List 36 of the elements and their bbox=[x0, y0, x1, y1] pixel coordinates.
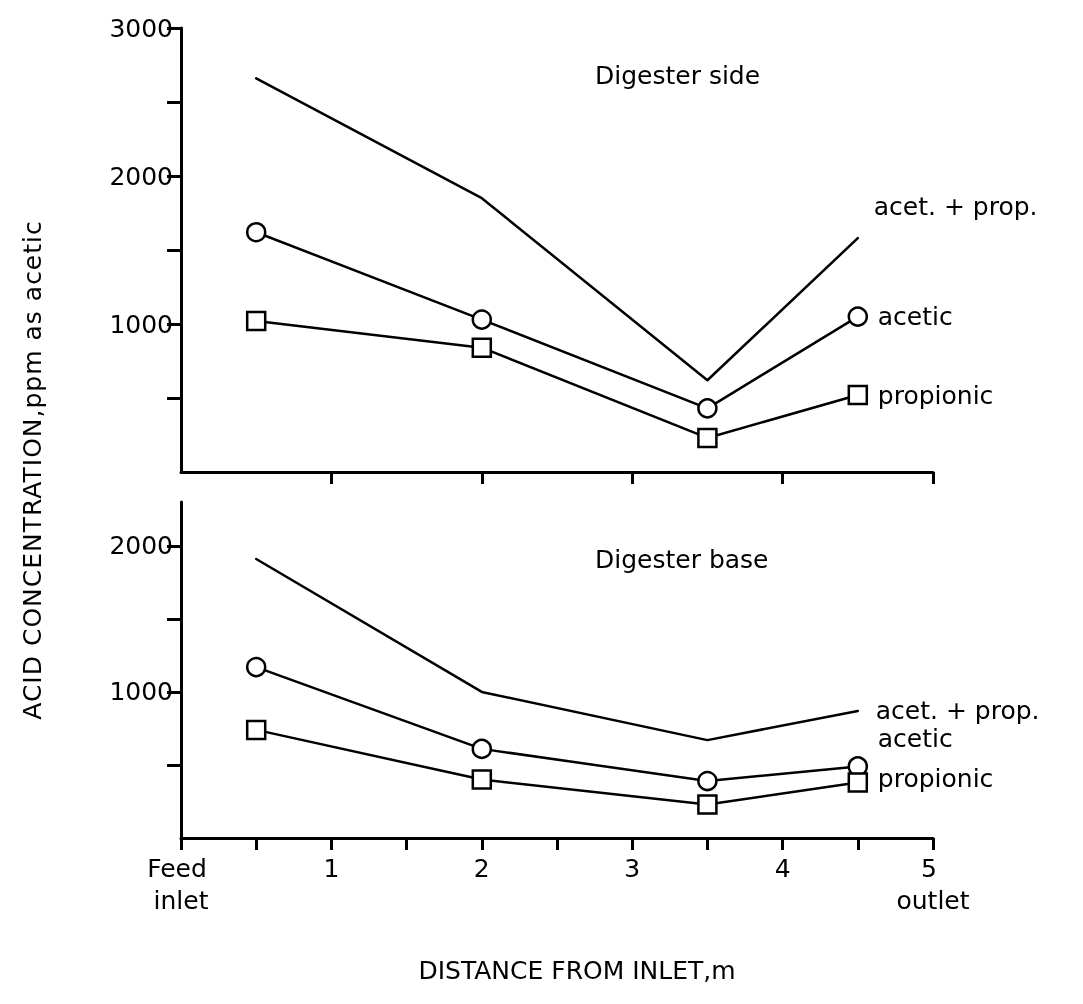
point bbox=[697, 398, 718, 419]
x-axis-title: DISTANCE FROM INLET,m bbox=[418, 956, 736, 985]
point bbox=[697, 794, 718, 815]
series-label: acet. + prop. bbox=[875, 696, 1040, 726]
point bbox=[847, 306, 869, 327]
point bbox=[697, 770, 718, 792]
x-tick-label: Feed inlet bbox=[147, 853, 215, 915]
series-label: acetic bbox=[877, 723, 953, 753]
point bbox=[471, 337, 493, 358]
x-tick-label: 3 bbox=[624, 853, 641, 883]
x-tick-label: 2 bbox=[473, 853, 490, 883]
x-tick-label: 5 outlet bbox=[896, 853, 970, 915]
point bbox=[471, 309, 493, 330]
y-tick-label: 3000 bbox=[109, 13, 173, 43]
y-tick-label: 2000 bbox=[109, 531, 173, 561]
y-axis-title: ACID CONCENTRATION,ppm as acetic bbox=[17, 220, 47, 720]
series-label: acetic bbox=[877, 302, 953, 332]
point bbox=[245, 719, 267, 741]
point bbox=[847, 384, 869, 406]
y-tick-label: 1000 bbox=[109, 677, 173, 707]
text: Digester side bbox=[595, 61, 761, 90]
y-tick-label: 1000 bbox=[109, 309, 173, 339]
point bbox=[245, 310, 267, 332]
point bbox=[847, 772, 869, 793]
point bbox=[471, 738, 493, 760]
point bbox=[245, 221, 267, 243]
series-label: propionic bbox=[877, 763, 994, 793]
series-label: acet. + prop. bbox=[873, 191, 1038, 221]
point bbox=[471, 769, 493, 790]
x-tick-label: 1 bbox=[323, 853, 340, 883]
text: Digester base bbox=[595, 545, 769, 574]
series-label: propionic bbox=[877, 380, 994, 410]
y-tick-label: 2000 bbox=[109, 161, 173, 191]
point bbox=[245, 656, 267, 678]
point bbox=[697, 427, 718, 449]
x-tick-label: 4 bbox=[774, 853, 791, 883]
